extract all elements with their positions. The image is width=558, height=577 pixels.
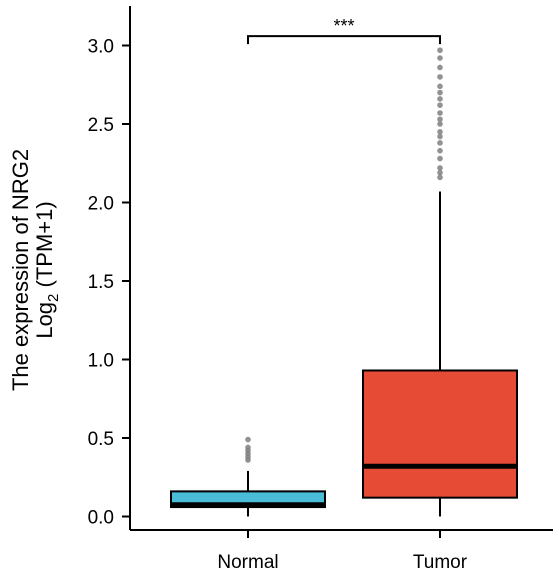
outlier-point xyxy=(437,129,443,135)
outlier-point xyxy=(437,47,443,54)
outlier-point xyxy=(437,89,443,96)
outlier-point xyxy=(437,96,443,102)
outlier-point xyxy=(437,121,443,127)
y-tick-label: 3.0 xyxy=(88,37,114,58)
outlier-point xyxy=(437,140,443,146)
y-tick-label: 2.0 xyxy=(88,194,114,215)
outlier-point xyxy=(437,102,443,108)
y-tick-label: 1.5 xyxy=(88,272,114,293)
box-normal xyxy=(170,436,326,517)
y-axis-title-line1: The expression of NRG2 xyxy=(8,149,33,391)
outlier-point xyxy=(437,83,443,90)
outlier-point xyxy=(245,436,251,443)
y-axis-title: The expression of NRG2 Log2 (TPM+1) xyxy=(8,149,62,391)
significance-label: *** xyxy=(333,16,354,36)
outlier-point xyxy=(437,74,443,80)
outlier-point xyxy=(437,55,443,61)
x-tick-label-normal: Normal xyxy=(217,552,278,573)
outlier-point xyxy=(437,155,443,162)
outlier-point xyxy=(437,169,443,176)
y-tick-label: 0.0 xyxy=(88,508,114,529)
outlier-point xyxy=(437,174,443,181)
significance-bracket: *** xyxy=(247,16,441,45)
outlier-point xyxy=(437,147,443,154)
x-tick-label-tumor: Tumor xyxy=(413,552,468,573)
outlier-point xyxy=(437,165,443,171)
plot-area xyxy=(170,47,518,517)
y-axis-ticks: 0.0 0.5 1.0 1.5 2.0 2.5 3.0 xyxy=(88,37,130,529)
y-tick-label: 0.5 xyxy=(88,429,114,450)
outlier-point xyxy=(437,133,443,140)
significance-line xyxy=(247,35,441,45)
outlier-point xyxy=(437,116,443,123)
y-axis-title-line2: Log2 (TPM+1) xyxy=(32,201,62,338)
outlier-point xyxy=(245,444,251,451)
y-tick-label: 1.0 xyxy=(88,351,114,372)
x-axis-ticks: Normal Tumor xyxy=(217,530,468,573)
box-tumor xyxy=(362,47,518,517)
outlier-point xyxy=(437,64,443,71)
box-body xyxy=(362,369,518,499)
outlier-point xyxy=(437,110,443,116)
y-tick-label: 2.5 xyxy=(88,115,114,136)
